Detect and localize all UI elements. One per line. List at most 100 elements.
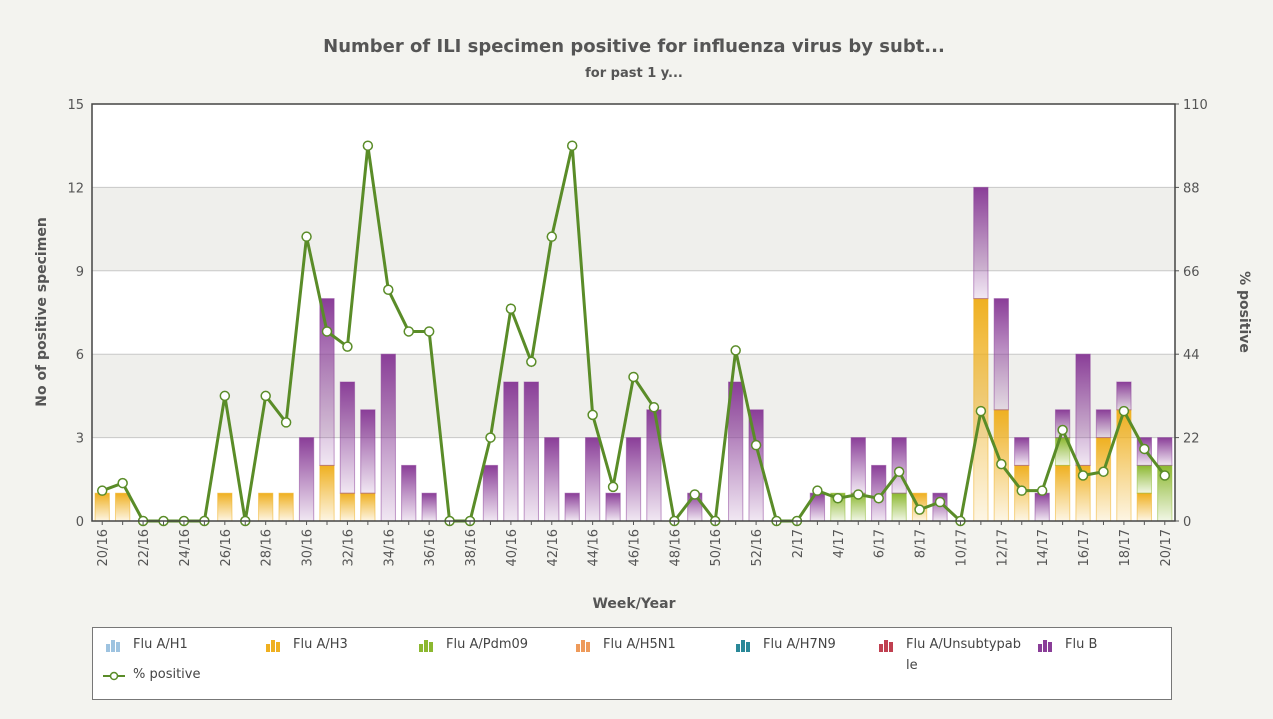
legend-bar bbox=[276, 642, 280, 652]
bar bbox=[973, 186, 989, 300]
point bbox=[383, 284, 394, 296]
bar bbox=[114, 492, 131, 522]
legend-bar bbox=[741, 640, 745, 652]
bar bbox=[625, 437, 642, 522]
x-axis-label: Week/Year bbox=[592, 596, 675, 612]
plot-band bbox=[92, 187, 1175, 271]
bar bbox=[1034, 492, 1050, 522]
bar bbox=[1136, 464, 1153, 494]
point bbox=[893, 466, 905, 477]
point bbox=[1016, 485, 1027, 496]
point bbox=[403, 326, 414, 337]
y2-tick-label: 88 bbox=[1183, 181, 1200, 196]
x-tick-label: 44/16 bbox=[587, 529, 602, 566]
legend-bar bbox=[586, 642, 590, 652]
point bbox=[750, 439, 762, 451]
legend-label: Flu A/Unsubtypable bbox=[906, 637, 1022, 673]
x-tick-label: 22/16 bbox=[137, 529, 152, 566]
legend-icon bbox=[103, 671, 125, 681]
x-tick-label: 50/16 bbox=[709, 529, 724, 566]
x-tick-label: 28/16 bbox=[260, 529, 275, 566]
legend-bar bbox=[889, 642, 893, 652]
bar bbox=[319, 464, 335, 522]
y-tick-label: 9 bbox=[76, 265, 84, 280]
legend-bar bbox=[424, 640, 428, 652]
legend-bar bbox=[1043, 640, 1047, 652]
legend-label: Flu A/H7N9 bbox=[763, 637, 836, 652]
bar bbox=[1075, 353, 1091, 466]
x-tick-label: 52/16 bbox=[750, 529, 765, 566]
bar bbox=[850, 437, 866, 494]
point bbox=[117, 477, 128, 489]
legend-label: Flu A/Pdm09 bbox=[446, 637, 529, 652]
point bbox=[853, 489, 864, 500]
point bbox=[607, 481, 619, 493]
legend-item: Flu A/Pdm09 bbox=[416, 634, 561, 655]
bar bbox=[1116, 381, 1132, 411]
bar bbox=[1095, 437, 1112, 522]
y2-tick-label: 22 bbox=[1183, 432, 1200, 447]
legend-bar bbox=[746, 642, 750, 652]
point bbox=[1139, 443, 1150, 455]
legend-label: % positive bbox=[133, 667, 201, 682]
x-tick-label: 32/16 bbox=[341, 529, 356, 566]
point bbox=[873, 493, 884, 504]
legend-icon bbox=[106, 640, 120, 652]
x-tick-label: 8/17 bbox=[914, 529, 929, 558]
bar bbox=[1136, 492, 1153, 522]
x-tick-label: 38/16 bbox=[464, 529, 479, 566]
legend-icon bbox=[419, 640, 433, 652]
bar bbox=[523, 381, 539, 522]
legend-icon bbox=[266, 640, 280, 652]
legend-label: Flu A/H3 bbox=[293, 637, 348, 652]
point bbox=[1057, 424, 1068, 436]
x-tick-label: 16/17 bbox=[1077, 529, 1092, 566]
x-tick-label: 6/17 bbox=[873, 529, 888, 558]
bar bbox=[278, 492, 294, 522]
bar bbox=[564, 492, 580, 522]
bar bbox=[339, 381, 356, 494]
point bbox=[1036, 485, 1048, 496]
legend-label: Flu A/H5N1 bbox=[603, 637, 676, 652]
point bbox=[648, 402, 660, 413]
x-tick-label: 4/17 bbox=[832, 529, 847, 558]
x-tick-label: 18/17 bbox=[1118, 529, 1133, 566]
x-tick-label: 10/17 bbox=[954, 529, 969, 566]
bar bbox=[584, 437, 601, 522]
plot-band bbox=[92, 354, 1175, 438]
point bbox=[280, 417, 292, 428]
legend-bar bbox=[736, 644, 740, 652]
point bbox=[260, 390, 271, 402]
bar bbox=[319, 298, 335, 466]
legend: Flu A/H1 Flu A/H3 Flu A/Pdm09 Flu A/H5N1 Flu… bbox=[92, 627, 1172, 700]
point bbox=[832, 493, 844, 504]
bar bbox=[401, 464, 417, 522]
y2-tick-label: 44 bbox=[1183, 348, 1200, 363]
point bbox=[362, 140, 374, 151]
legend-point bbox=[109, 671, 119, 681]
bar bbox=[1014, 437, 1030, 466]
point bbox=[934, 496, 946, 508]
y-tick-label: 12 bbox=[67, 181, 84, 196]
point bbox=[321, 326, 333, 337]
x-tick-label: 46/16 bbox=[628, 529, 643, 566]
bar bbox=[1157, 437, 1173, 466]
y2-tick-label: 66 bbox=[1183, 265, 1200, 280]
x-tick-label: 24/16 bbox=[178, 529, 193, 566]
point bbox=[566, 140, 578, 151]
legend-item: Flu A/H7N9 bbox=[733, 634, 878, 655]
legend-bar bbox=[116, 642, 120, 652]
legend-bar bbox=[581, 640, 585, 652]
y-tick-label: 15 bbox=[67, 98, 84, 113]
bar bbox=[993, 298, 1009, 411]
bar bbox=[891, 492, 907, 522]
bar bbox=[1054, 464, 1071, 522]
point bbox=[485, 432, 496, 443]
legend-icon bbox=[1038, 640, 1052, 652]
legend-item: Flu A/Unsubtypable bbox=[876, 634, 1021, 676]
bar bbox=[258, 492, 274, 522]
x-tick-label: 20/17 bbox=[1159, 529, 1174, 566]
legend-bar bbox=[106, 644, 110, 652]
bar bbox=[380, 353, 396, 522]
